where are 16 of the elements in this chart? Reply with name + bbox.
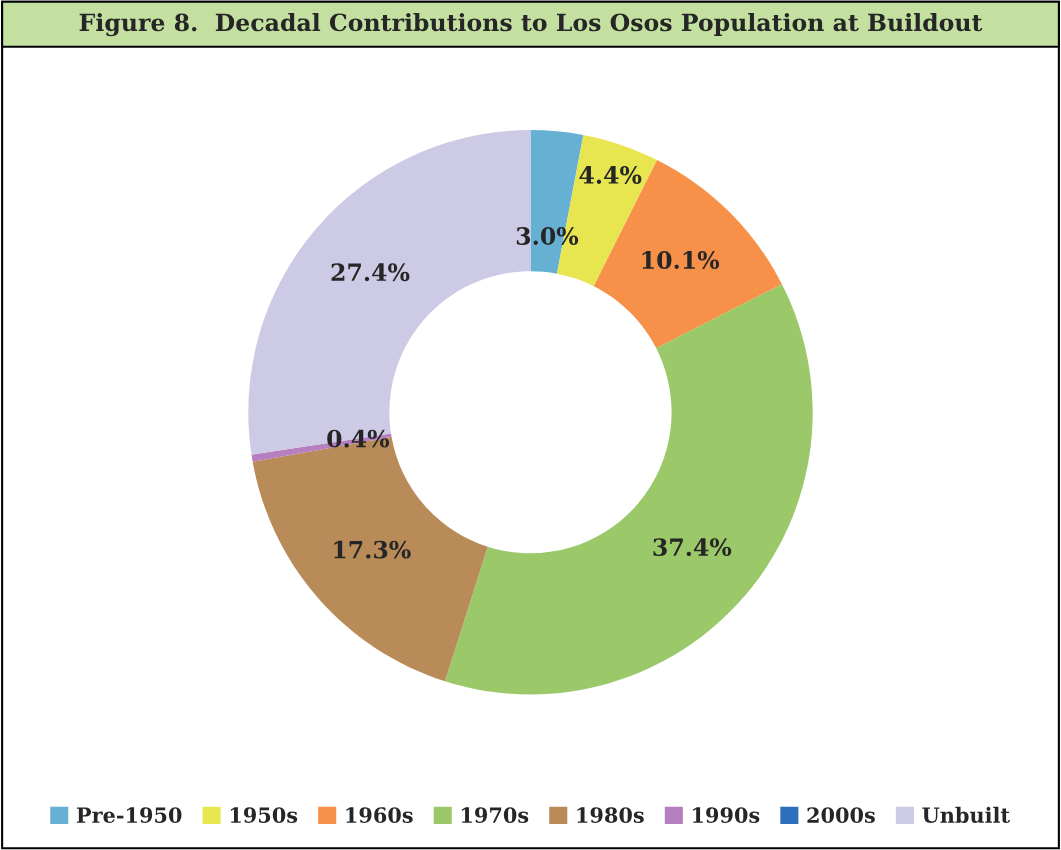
legend-label: 1950s — [230, 807, 298, 823]
data-label: 0.4% — [327, 429, 390, 448]
legend-label: 1970s — [461, 807, 529, 823]
data-label: 4.4% — [579, 166, 642, 184]
data-label: 27.4% — [331, 263, 410, 282]
chart-title: Figure 8. Decadal Contributions to Los Osos Population at Buildout — [79, 13, 983, 37]
legend-label: 2000s — [807, 807, 875, 823]
legend-label: 1990s — [693, 807, 760, 823]
legend-label: 1960s — [346, 807, 413, 823]
data-label: 10.1% — [642, 251, 720, 269]
legend-label: Pre-1950 — [76, 807, 182, 823]
legend-label: 1980s — [577, 807, 644, 823]
data-label: 37.4% — [653, 538, 732, 557]
legend-label: Unbuilt — [922, 806, 1010, 823]
donut-slice — [444, 284, 813, 695]
data-label: 17.3% — [334, 540, 411, 559]
